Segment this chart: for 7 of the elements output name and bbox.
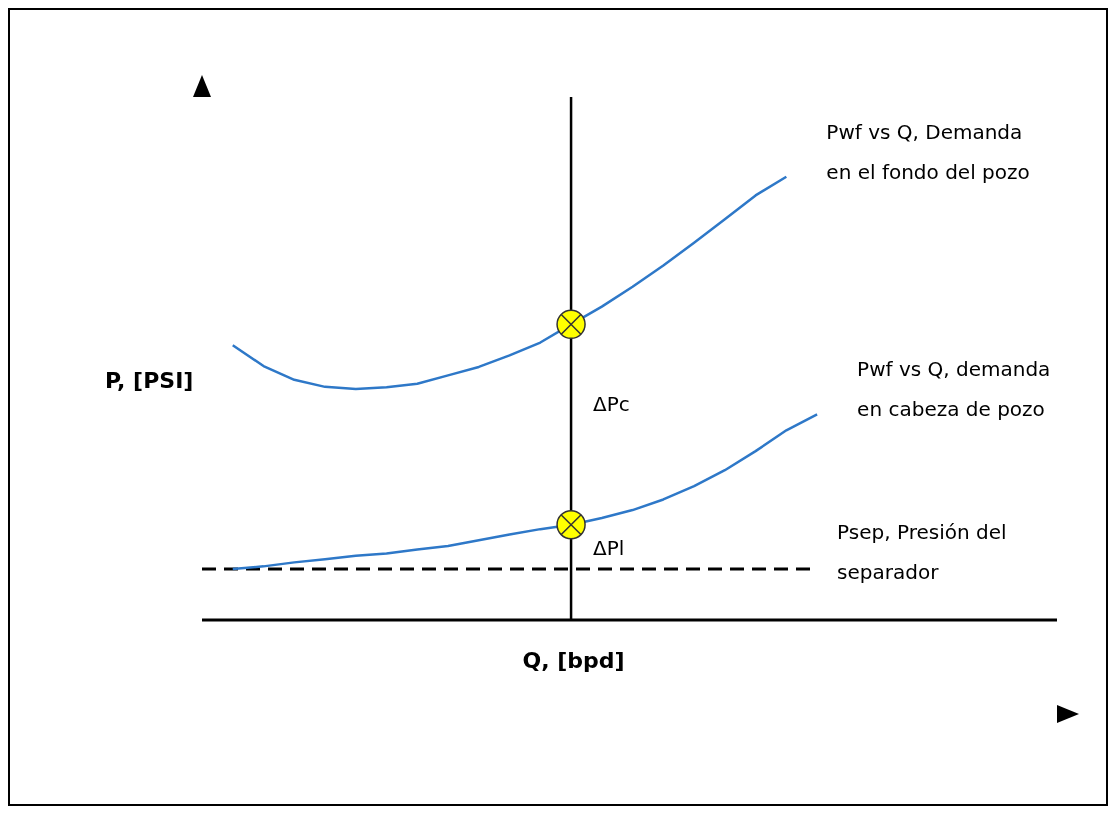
text: Pwf vs Q, Demanda en el fondo del pozo xyxy=(826,119,1030,184)
annotation: ΔPc xyxy=(593,391,630,416)
ref-line-label: Psep, Presión del separador xyxy=(837,520,1007,585)
x-axis-title: Q, [bpd] xyxy=(522,647,625,673)
y-axis-title: P, [PSI] xyxy=(105,368,194,393)
annotation: ΔPl xyxy=(593,535,625,560)
text: Pwf vs Q, demanda en cabeza de pozo xyxy=(857,357,1051,422)
